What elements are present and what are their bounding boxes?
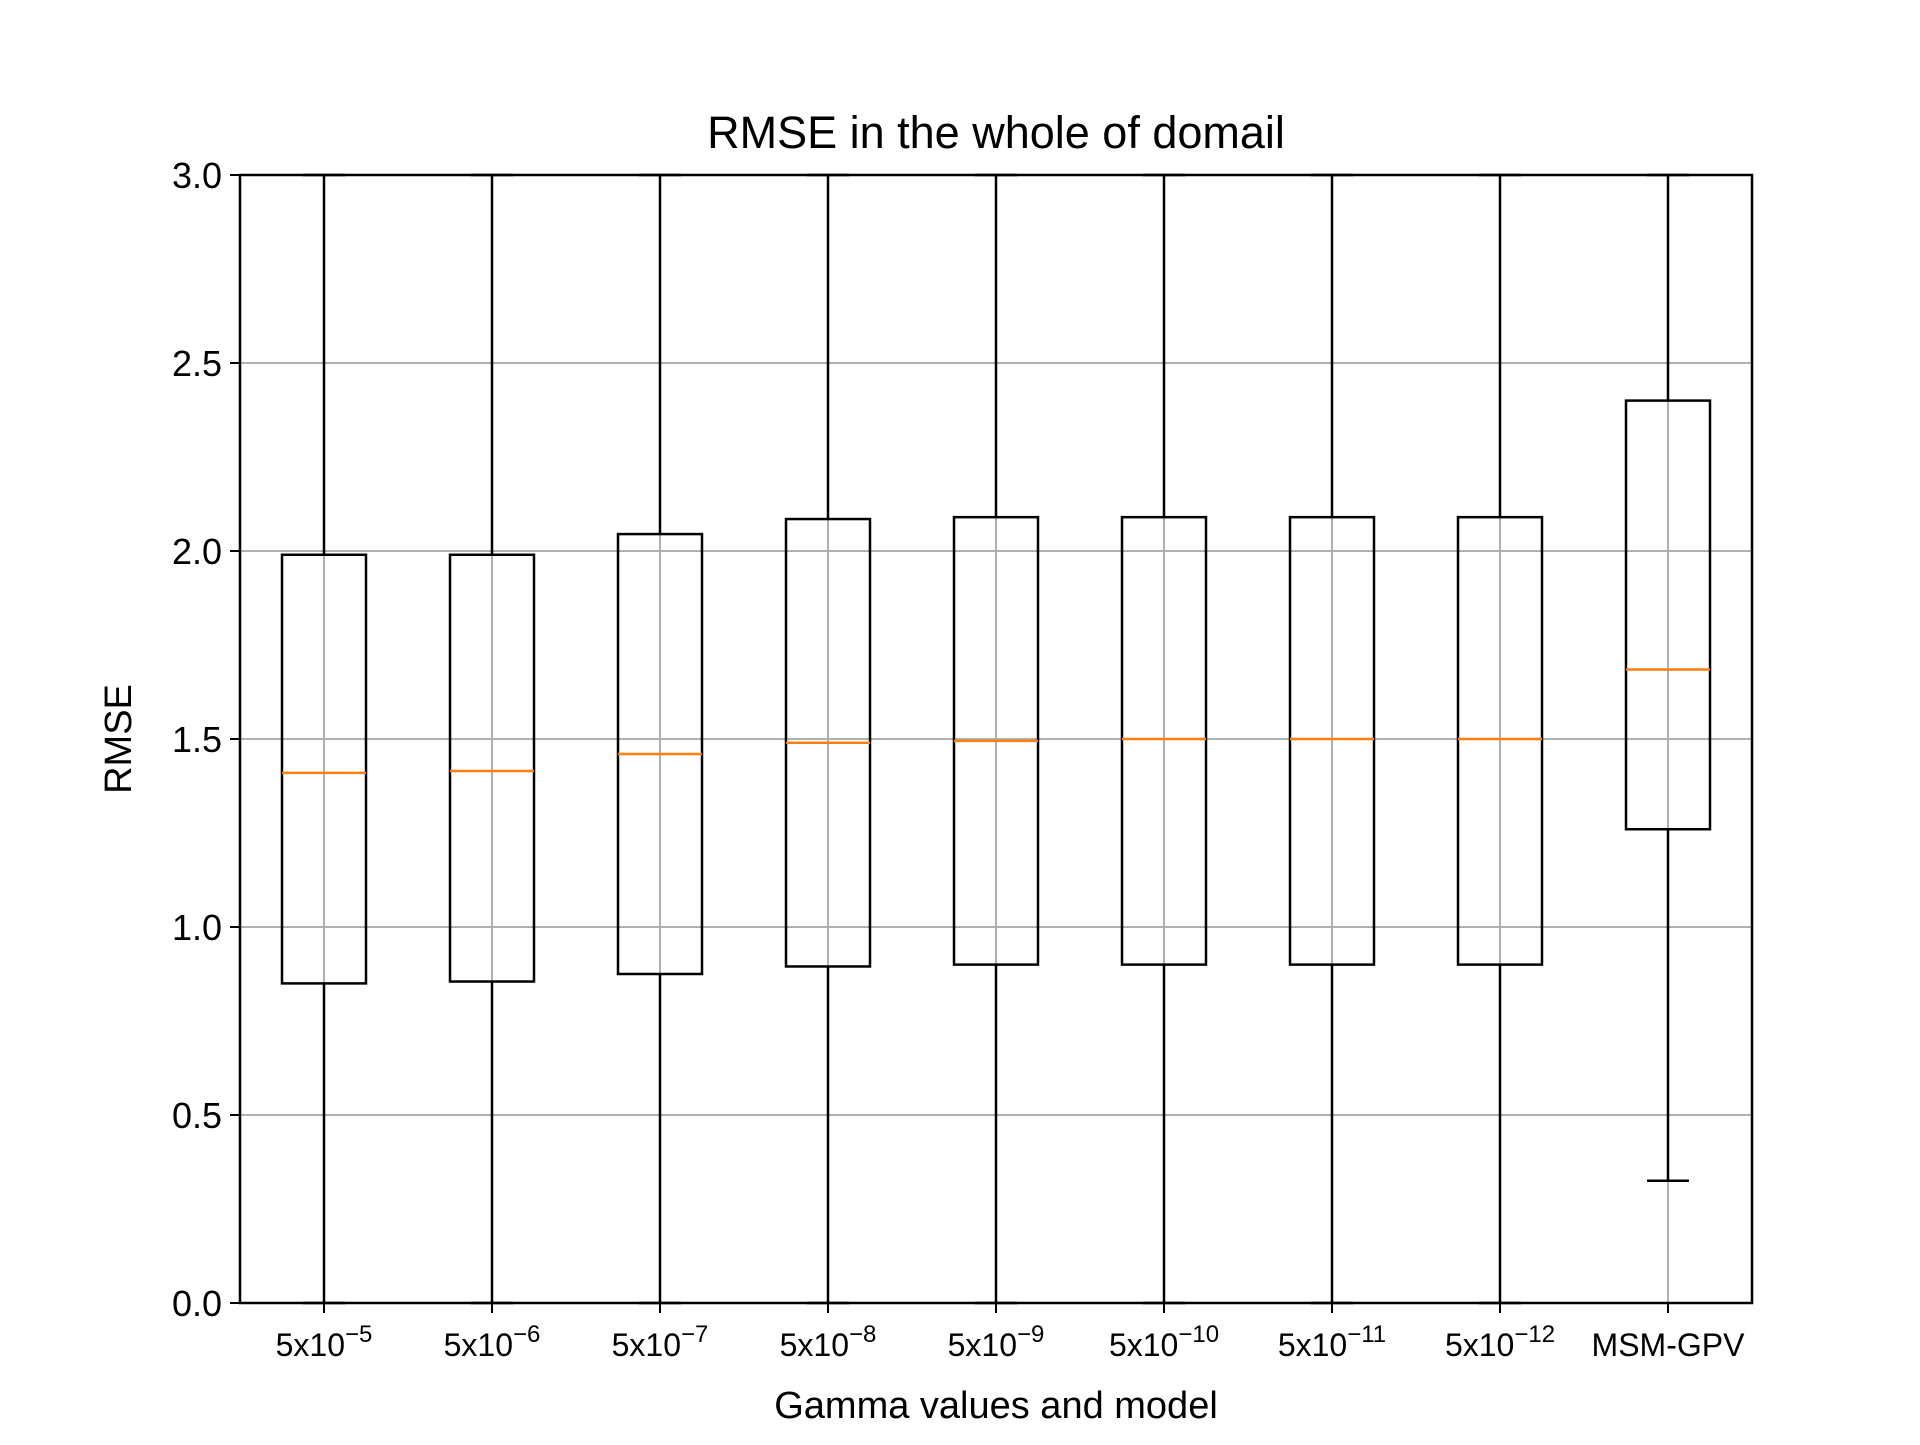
y-tick-label: 1.5: [172, 719, 222, 760]
x-tick-label: 5x10−11: [1278, 1321, 1386, 1363]
y-tick-label: 2.0: [172, 531, 222, 572]
y-tick-label: 2.5: [172, 343, 222, 384]
x-tick-label: 5x10−6: [444, 1321, 541, 1363]
box-iqr: [280, 553, 368, 985]
x-tick-label: 5x10−12: [1445, 1321, 1555, 1363]
x-tick-label: 5x10−9: [948, 1321, 1045, 1363]
x-tick-label: 5x10−5: [276, 1321, 373, 1363]
box-iqr: [1624, 399, 1712, 831]
x-tick-label: 5x10−10: [1109, 1321, 1219, 1363]
y-tick-label: 1.0: [172, 907, 222, 948]
box-iqr: [448, 553, 536, 983]
tick-layer: 0.0 0.5 1.0 1.5 2.0 2.5 3.0 5x10−5 5x10−6 5x10−7 5…: [172, 155, 1745, 1363]
x-tick-label: 5x10−7: [612, 1321, 709, 1363]
x-tick-label: 5x10−8: [780, 1321, 877, 1363]
y-tick-label: 0.5: [172, 1095, 222, 1136]
y-axis-label: RMSE: [98, 684, 140, 794]
box-iqr: [1120, 515, 1208, 966]
y-tick-label: 0.0: [172, 1283, 222, 1324]
chart-title: RMSE in the whole of domail: [707, 107, 1285, 158]
x-axis-label: Gamma values and model: [774, 1385, 1218, 1427]
x-tick-label: MSM-GPV: [1592, 1327, 1746, 1363]
y-tick-label: 3.0: [172, 155, 222, 196]
box-iqr: [1456, 515, 1544, 966]
box-iqr: [1288, 515, 1376, 966]
